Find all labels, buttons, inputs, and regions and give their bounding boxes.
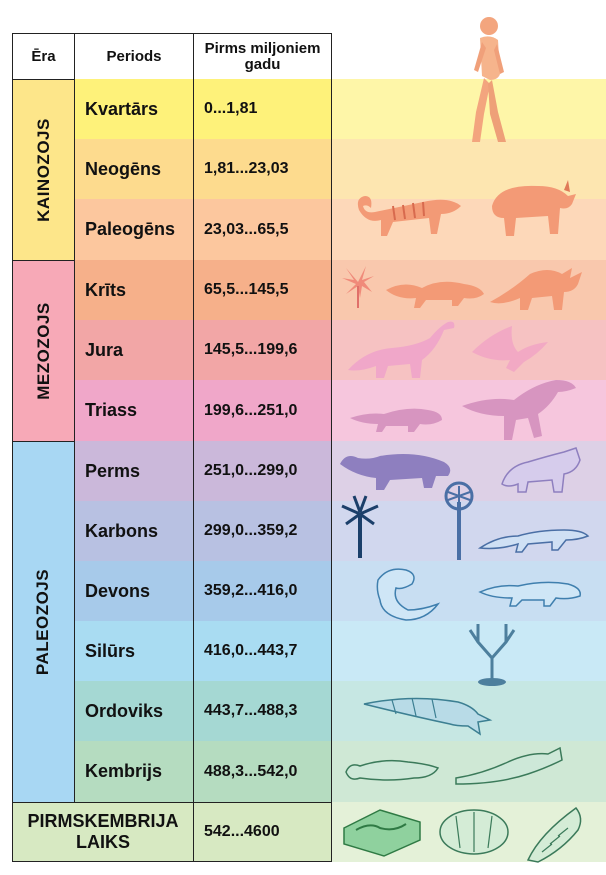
fish-illustration [376,568,441,621]
dickinsonia-illustration [439,809,509,855]
lycopod-tree-illustration [444,481,474,560]
period-name: Triass [75,380,194,442]
small-mammal-illustration [386,281,484,308]
anomalocaris-illustration [345,759,440,781]
period-age: 145,5...199,6 [194,320,332,381]
cynodont-illustration [350,408,442,432]
era-label-mesozoic: MEZOZOJS [33,302,53,400]
tetrapod-illustration [478,581,581,607]
period-name: Paleogēns [75,199,194,261]
period-age: 416,0...443,7 [194,621,332,682]
rhino-illustration [492,180,576,236]
period-name: Ordoviks [75,681,194,742]
period-age: 23,03...65,5 [194,199,332,261]
worm-illustration [455,746,563,785]
sauropod-illustration [348,321,455,378]
pterosaur-illustration [472,326,548,372]
period-name: Krīts [75,260,194,321]
triceratops-illustration [490,268,582,310]
period-age: 65,5...145,5 [194,260,332,321]
human-illustration [472,17,506,142]
period-band [332,199,606,261]
header-era: Ēra [12,33,75,80]
period-name: Perms [75,441,194,502]
shell-illustration [526,806,582,863]
header-age: Pirms miljoniem gadu [194,33,332,80]
stromatolite-illustration [343,809,421,857]
period-age: 251,0...299,0 [194,441,332,502]
period-name: Kvartārs [75,79,194,140]
plant-illustration [468,624,516,686]
period-name: Karbons [75,501,194,562]
period-age: 359,2...416,0 [194,561,332,622]
period-age: 0...1,81 [194,79,332,140]
period-band [332,139,606,200]
period-name: Jura [75,320,194,381]
period-name: Neogēns [75,139,194,200]
era-label-paleozoic: PALEOZOJS [33,568,53,676]
theropod-illustration [462,380,576,440]
period-band [332,79,606,140]
precambrian-line1: PIRMSKEMBRIJA [27,811,179,831]
period-name: Kembrijs [75,741,194,803]
dicynodont-illustration [340,454,451,490]
period-age: 1,81...23,03 [194,139,332,200]
era-cenozoic: KAINOZOJS [12,79,75,261]
period-age: 199,6...251,0 [194,380,332,442]
period-age: 299,0...359,2 [194,501,332,562]
fern-tree-illustration [341,495,379,558]
period-age: 443,7...488,3 [194,681,332,742]
amphibian-illustration [477,529,590,553]
precambrian-line2: LAIKS [76,832,130,852]
mammal-illustration [357,196,461,236]
era-paleozoic: PALEOZOJS [12,441,75,803]
nautiloid-illustration [363,697,493,736]
era-label-cenozoic: KAINOZOJS [33,118,53,222]
era-mesozoic: MEZOZOJS [12,260,75,442]
precambrian-label: PIRMSKEMBRIJA LAIKS [12,802,194,862]
header-period: Periods [75,33,194,80]
precambrian-age: 542...4600 [194,802,332,862]
pareiasaur-illustration [501,447,581,493]
period-name: Silūrs [75,621,194,682]
flower-illustration [342,266,374,308]
period-name: Devons [75,561,194,622]
period-age: 488,3...542,0 [194,741,332,803]
